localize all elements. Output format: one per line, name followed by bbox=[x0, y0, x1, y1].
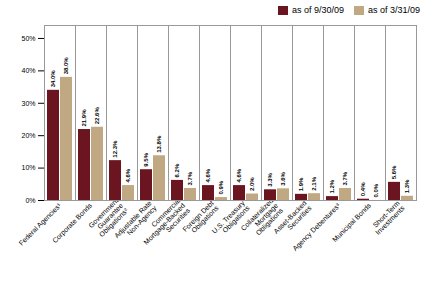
svg-text:0%: 0% bbox=[25, 197, 35, 204]
svg-text:1.2%: 1.2% bbox=[329, 179, 335, 193]
svg-text:0.9%: 0.9% bbox=[218, 180, 224, 194]
svg-text:40%: 40% bbox=[21, 67, 35, 74]
svg-text:2.0%: 2.0% bbox=[249, 177, 255, 191]
svg-text:50%: 50% bbox=[21, 35, 35, 42]
svg-text:CollateralizedMortgageObligati: CollateralizedMortgageObligations bbox=[239, 197, 285, 243]
svg-text:12.3%: 12.3% bbox=[112, 140, 118, 158]
svg-text:6.2%: 6.2% bbox=[174, 163, 180, 177]
svg-text:4.6%: 4.6% bbox=[236, 168, 242, 182]
svg-text:1.3%: 1.3% bbox=[404, 179, 410, 193]
svg-text:4.6%: 4.6% bbox=[205, 168, 211, 182]
svg-text:3.7%: 3.7% bbox=[187, 171, 193, 185]
svg-text:2.1%: 2.1% bbox=[311, 176, 317, 190]
svg-text:10%: 10% bbox=[21, 164, 35, 171]
svg-text:22.6%: 22.6% bbox=[94, 107, 100, 125]
svg-text:5.6%: 5.6% bbox=[391, 165, 397, 179]
svg-text:13.8%: 13.8% bbox=[156, 135, 162, 153]
svg-text:21.9%: 21.9% bbox=[81, 109, 87, 127]
svg-text:34.0%: 34.0% bbox=[50, 70, 56, 88]
svg-text:38.0%: 38.0% bbox=[63, 57, 69, 75]
svg-text:CommercialMortgage-BackedSecur: CommercialMortgage-BackedSecurities bbox=[137, 197, 191, 251]
svg-text:20%: 20% bbox=[21, 132, 35, 139]
svg-text:Municipal Bonds: Municipal Bonds bbox=[331, 201, 373, 243]
svg-text:1.9%: 1.9% bbox=[298, 177, 304, 191]
svg-text:4.6%: 4.6% bbox=[125, 168, 131, 182]
svg-text:3.7%: 3.7% bbox=[342, 171, 348, 185]
svg-text:Agency Debentures³: Agency Debentures³ bbox=[291, 201, 342, 252]
svg-text:0.0%: 0.0% bbox=[373, 183, 379, 197]
svg-text:Short-TermInvestments: Short-TermInvestments bbox=[369, 199, 406, 236]
svg-text:3.6%: 3.6% bbox=[280, 171, 286, 185]
svg-text:3.3%: 3.3% bbox=[267, 172, 273, 186]
svg-text:0.4%: 0.4% bbox=[360, 182, 366, 196]
svg-text:9.5%: 9.5% bbox=[143, 152, 149, 166]
svg-text:30%: 30% bbox=[21, 100, 35, 107]
